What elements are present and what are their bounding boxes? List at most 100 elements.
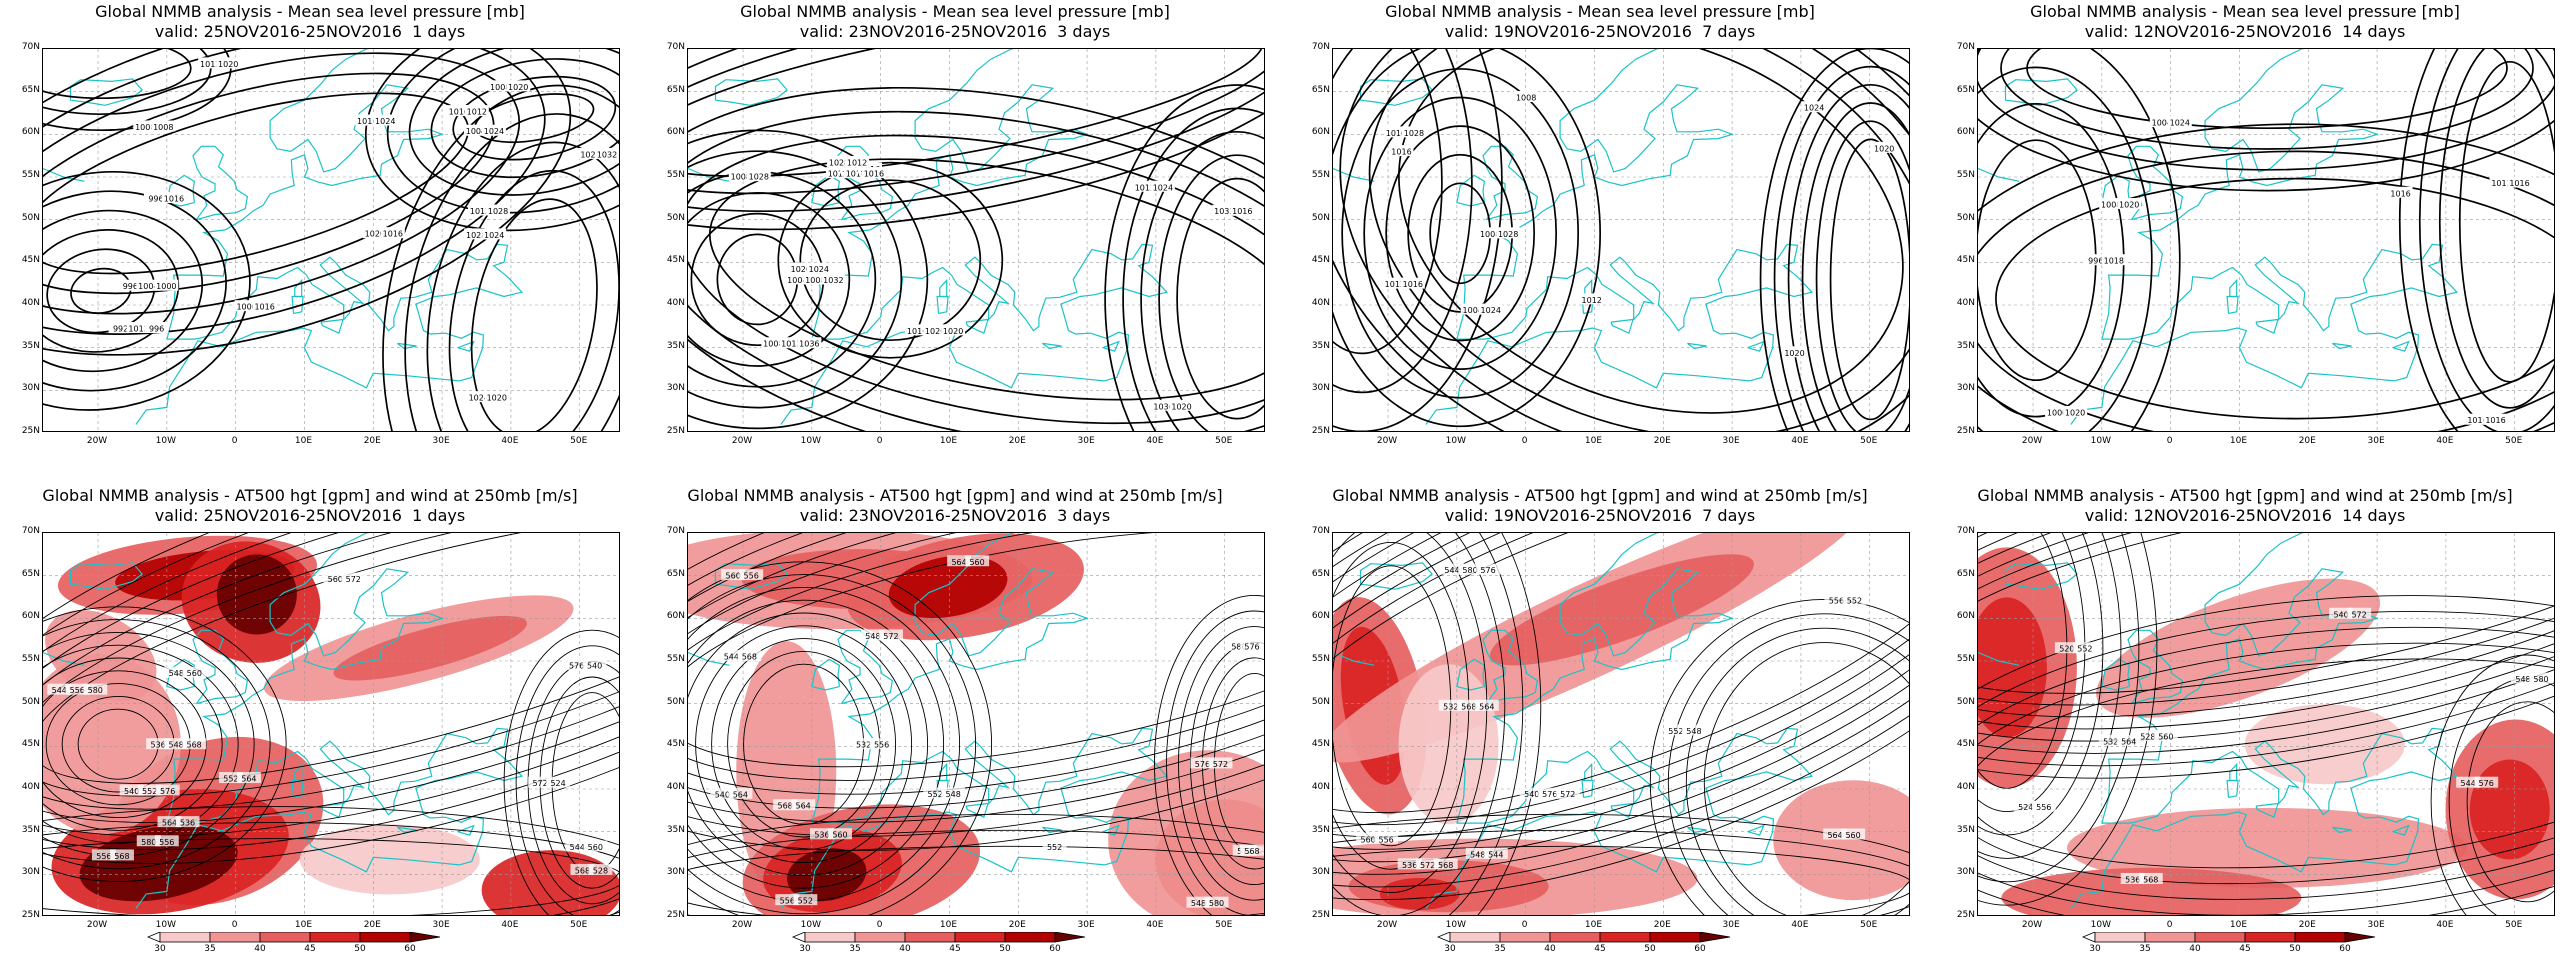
contour-line	[448, 169, 619, 431]
lon-tick-label: 10E	[1584, 436, 1603, 446]
colorbar-label: 30	[1444, 944, 1456, 954]
contour-line	[2458, 60, 2554, 383]
contour-line	[1978, 533, 2554, 694]
contour-label-bg	[154, 279, 179, 291]
coastline	[1042, 826, 1062, 834]
contour-label-bg	[486, 204, 511, 216]
contour-label: 540	[715, 790, 730, 799]
coastline	[2101, 49, 2379, 340]
colorbar-label: 45	[949, 944, 961, 954]
contour-label-bg	[146, 738, 171, 750]
contour-label: 1008	[490, 83, 510, 92]
contour-label-bg	[1132, 180, 1157, 192]
lat-tick-label: 50N	[21, 696, 40, 707]
coastline	[2392, 824, 2410, 836]
contour-label-bg	[878, 629, 903, 641]
lat-tick-label: 60N	[666, 127, 685, 138]
contour-label: 548	[168, 741, 183, 750]
lon-tick-label: 20E	[1008, 436, 1026, 446]
lon-tick-label: 10W	[155, 920, 177, 930]
contour-label-bg	[2063, 405, 2088, 417]
lon-tick-label: 40E	[2436, 920, 2454, 930]
contour-label: 1012	[200, 60, 220, 69]
contour-label: 1032	[823, 276, 843, 285]
lat-tick-label: 30N	[1311, 867, 1330, 878]
contour-label: 568	[186, 741, 201, 750]
contour-line	[1685, 627, 1909, 915]
colorbar-swatch	[2194, 932, 2246, 943]
contour-line	[1978, 533, 2554, 767]
lon-tick-label: 30E	[1077, 920, 1095, 930]
map-panel-mslp-7d: Global NMMB analysis - Mean sea level pr…	[1290, 0, 1910, 470]
contour-label: 992	[113, 325, 128, 334]
contour-line	[1333, 49, 1443, 355]
wind-speed-area	[1773, 780, 1909, 901]
contour-label-bg	[761, 337, 786, 349]
contour-label-bg	[2138, 872, 2163, 884]
lat-tick-label: 40N	[21, 298, 40, 308]
contour-line	[688, 533, 1264, 795]
lon-tick-label: 10W	[1445, 920, 1467, 930]
colorbar-high-end	[1699, 932, 1731, 943]
lon-tick-label: 10W	[155, 436, 177, 446]
contour-label-bg	[157, 816, 182, 828]
contour-label: 1012	[467, 108, 487, 117]
contour-label: 576	[569, 662, 584, 671]
contour-line	[43, 72, 495, 295]
contour-label-bg	[827, 828, 852, 840]
colorbar-swatch	[309, 932, 361, 943]
lat-tick-label: 60N	[1956, 611, 1975, 622]
contour-label-bg	[1460, 303, 1485, 315]
contour-label: 552	[223, 775, 238, 784]
map-panel-z500-7d: Global NMMB analysis - AT500 hgt [gpm] a…	[1290, 484, 1910, 954]
contour-label-bg	[362, 227, 387, 239]
contour-label-bg	[546, 776, 571, 788]
coastline	[2004, 562, 2078, 590]
contour-label-bg	[825, 167, 850, 179]
contour-line	[1978, 533, 2554, 754]
contour-label-bg	[2483, 413, 2508, 425]
graticule	[1333, 533, 1909, 915]
lon-tick-label: 20E	[363, 436, 381, 446]
lon-tick-label: 40E	[1146, 920, 1164, 930]
contour-line	[688, 86, 1264, 431]
lon-tick-label: 20E	[2298, 920, 2316, 930]
contour-label-bg	[91, 849, 116, 861]
contour-label: 1020	[508, 83, 528, 92]
contour-label-bg	[47, 683, 72, 695]
lat-tick-label: 50N	[21, 212, 40, 223]
lon-tick-label: 30E	[2367, 436, 2385, 446]
colorbar-label: 30	[2089, 944, 2101, 954]
panel-title-text: Global NMMB analysis - AT500 hgt [gpm] a…	[1977, 486, 2513, 505]
coastline	[780, 243, 1169, 425]
contour-label: 536	[1402, 861, 1417, 870]
contour-label-bg	[252, 300, 277, 312]
contour-line	[1333, 49, 1473, 394]
lon-tick-label: 20W	[1376, 920, 1398, 930]
contour-label-bg	[583, 840, 608, 852]
contour-label: 548	[1470, 850, 1485, 859]
contour-label-bg	[2031, 800, 2056, 812]
contour-label: 564	[733, 790, 748, 799]
contour-label: 532	[2103, 737, 2118, 746]
contour-line	[1787, 84, 1909, 431]
contour-label: 536	[150, 741, 165, 750]
contour-label-bg	[737, 650, 762, 662]
contour-line	[777, 161, 1004, 359]
contour-label: 1028	[749, 173, 769, 182]
lat-tick-label: 40N	[1956, 782, 1975, 792]
contour-line	[386, 49, 619, 214]
contour-label-bg	[1474, 699, 1499, 711]
contour-label-bg	[2167, 116, 2192, 128]
contour-label-bg	[126, 322, 151, 334]
lat-tick-label: 50N	[666, 696, 685, 707]
contour-label: 548	[1191, 899, 1206, 908]
contour-line	[1978, 150, 2554, 431]
contour-line	[1341, 68, 1580, 399]
lat-tick-label: 65N	[1956, 568, 1975, 579]
colorbar-label: 45	[304, 944, 316, 954]
contour-line	[688, 171, 877, 388]
contour-label: 544	[1488, 850, 1503, 859]
coastline	[457, 824, 475, 836]
contour-label: 1000	[156, 282, 176, 291]
